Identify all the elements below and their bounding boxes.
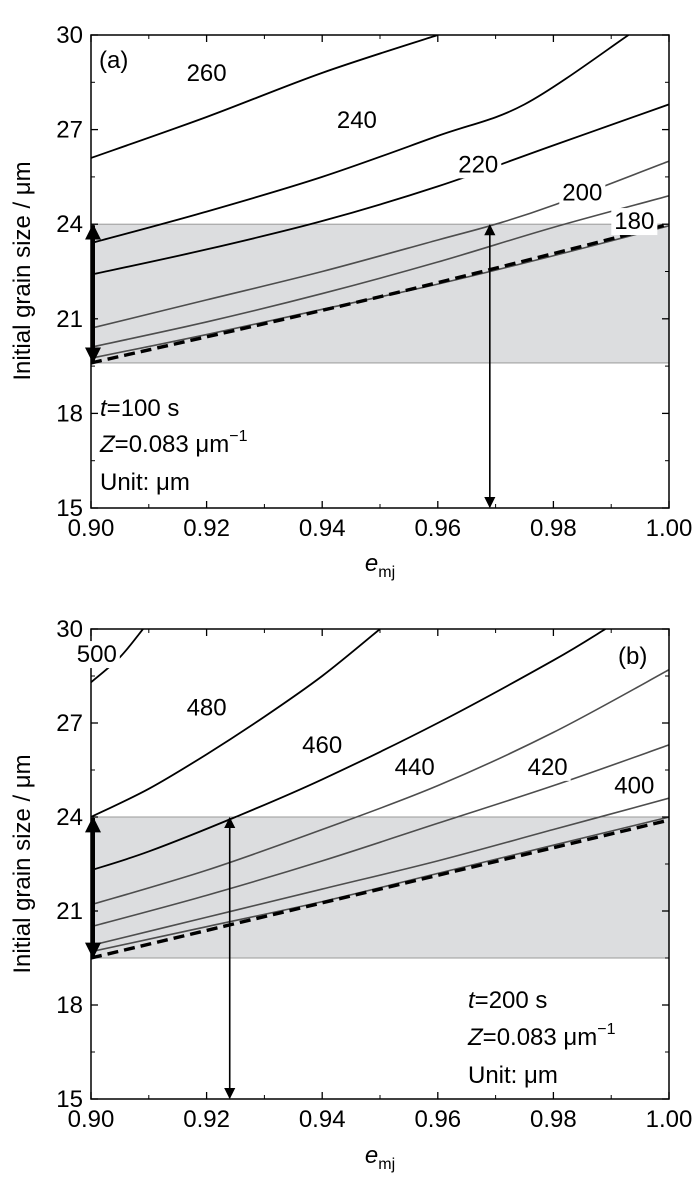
annotation-unit: Unit: μm [100, 469, 190, 496]
contour-label-bg [299, 731, 346, 759]
x-tick-label: 0.92 [183, 515, 230, 542]
contour-label-bg [559, 179, 606, 207]
y-tick-label: 18 [56, 400, 83, 427]
panel-label: (b) [618, 643, 647, 670]
contour-label-420: 420 [528, 754, 568, 781]
contour-label-500: 500 [77, 641, 117, 668]
x-axis-label: emj [365, 1142, 395, 1173]
x-tick-label: 0.96 [414, 515, 461, 542]
contour-label-480: 480 [187, 694, 227, 721]
y-tick-label: 15 [56, 1086, 83, 1113]
contour-labels: 500 480 460 440 420 400 [73, 641, 658, 800]
contour-label-240: 240 [337, 107, 377, 134]
contour-label-200: 200 [562, 180, 602, 207]
y-tick-label: 27 [56, 117, 83, 144]
x-tick-label: 1.00 [646, 515, 693, 542]
x-tick-label: 0.98 [530, 1106, 577, 1133]
contour-line-480 [91, 629, 381, 818]
x-tick-label: 0.92 [183, 1106, 230, 1133]
y-tick-label: 18 [56, 992, 83, 1019]
annotation-z: Z=0.083 μm−1 [467, 1021, 616, 1051]
contour-label-460: 460 [302, 732, 342, 759]
x-axis-label: emj [365, 550, 395, 581]
contour-line-440 [91, 669, 669, 906]
contour-label-220: 220 [458, 151, 498, 178]
lower-bound-dashed-line [91, 818, 669, 960]
y-tick-label: 15 [56, 495, 83, 522]
contour-label-bg [183, 59, 230, 87]
contour-label-bg [391, 753, 438, 781]
y-tick-label: 21 [56, 306, 83, 333]
ticks-group: 0.90 0.92 0.94 0.96 0.98 1.00 15 18 21 24 27 30 [56, 22, 692, 542]
contour-label-bg [183, 694, 230, 722]
contour-line-460 [91, 629, 606, 872]
series-group [91, 35, 669, 365]
contour-label-bg [333, 107, 380, 135]
contour-line-220 [91, 103, 669, 276]
y-tick-label: 24 [56, 804, 83, 831]
y-axis-label: Initial grain size / μm [9, 161, 36, 380]
annotation-unit: Unit: μm [468, 1062, 558, 1089]
arrow-group [85, 223, 496, 509]
contour-line-260 [91, 35, 439, 159]
annotation-time: t=100 s [100, 395, 179, 422]
contour-label-bg [611, 772, 658, 800]
contour-line-400 [91, 797, 669, 947]
contour-line-180 [91, 195, 669, 348]
x-tick-label: 0.94 [299, 1106, 346, 1133]
contour-label-bg [73, 641, 120, 669]
lower-bound-dashed-line [91, 222, 669, 365]
contour-label-bg [455, 151, 502, 179]
contour-label-260: 260 [187, 60, 227, 87]
x-tick-label: 0.94 [299, 515, 346, 542]
contour-line-500 [91, 629, 144, 683]
panel-a: 0.90 0.92 0.94 0.96 0.98 1.00 15 18 21 24 27 30 260… [9, 22, 692, 581]
panel-label: (a) [99, 47, 128, 74]
x-tick-label: 0.90 [68, 1106, 115, 1133]
x-tick-label: 0.90 [68, 515, 115, 542]
annotation-z: Z=0.083 μm−1 [99, 428, 248, 458]
y-tick-label: 21 [56, 898, 83, 925]
x-tick-label: 0.98 [530, 515, 577, 542]
y-tick-label: 27 [56, 710, 83, 737]
contour-line-240 [91, 35, 630, 244]
contour-label-440: 440 [395, 754, 435, 781]
panel-b: 0.90 0.92 0.94 0.96 0.98 1.00 15 18 21 24 27 30 500… [9, 616, 692, 1173]
ticks-group: 0.90 0.92 0.94 0.96 0.98 1.00 15 18 21 24 27 30 [56, 616, 692, 1133]
y-tick-label: 30 [56, 616, 83, 643]
contour-label-bg [524, 753, 571, 781]
contour-label-180: 180 [614, 208, 654, 235]
annotation-time: t=200 s [468, 987, 547, 1014]
contour-label-bg [611, 208, 658, 236]
x-tick-label: 0.96 [414, 1106, 461, 1133]
contour-label-400: 400 [614, 773, 654, 800]
contour-labels: 260 240 220 200 180 [183, 59, 658, 236]
arrow-group [85, 816, 236, 1100]
x-tick-label: 1.00 [646, 1106, 693, 1133]
y-tick-label: 30 [56, 22, 83, 49]
y-tick-label: 24 [56, 211, 83, 238]
y-axis-label: Initial grain size / μm [9, 754, 36, 973]
